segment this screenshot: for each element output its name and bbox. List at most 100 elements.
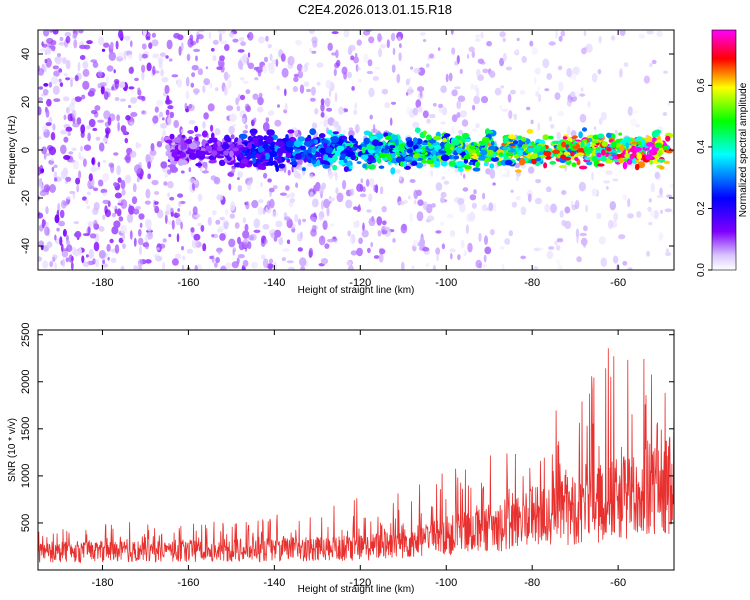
heatmap-cell [228,238,236,248]
heatmap-cell [625,142,630,150]
snr-x-tick-label: -180 [91,577,113,589]
heatmap-cell [374,66,381,70]
heatmap-cell [365,178,370,187]
heatmap-cell [152,65,156,76]
figure-title: C2E4.2026.013.01.15.R18 [298,2,452,17]
heatmap-cell [583,225,588,232]
heatmap-cell [117,177,122,183]
heatmap-cell [318,147,327,154]
heatmap-cell [456,100,462,110]
heatmap-cell [627,198,631,208]
heatmap-cell [356,39,362,46]
heatmap-cell [372,139,380,147]
heatmap-cell [526,106,531,111]
heatmap-cell [438,150,447,154]
heatmap-cell [638,136,643,141]
heatmap-cell [88,248,95,259]
heatmap-cell [412,137,418,144]
heatmap-cell [141,53,148,59]
heatmap-cell [181,246,184,251]
heatmap-cell [208,159,217,164]
heatmap-cell [167,116,172,126]
heatmap-cell [252,93,259,100]
heatmap-cell [557,110,565,117]
heatmap-cell [456,55,460,64]
heatmap-cell [53,171,58,180]
heatmap-cell [450,30,454,35]
heatmap-cell [627,106,633,116]
heatmap-cell [422,39,427,42]
heatmap-cell [205,145,213,152]
heatmap-cell [486,130,494,134]
heatmap-cell [125,153,131,164]
heatmap-cell [211,233,219,239]
heatmap-cell [74,96,82,102]
heatmap-cell [601,141,609,147]
heatmap-cell [61,57,67,64]
heatmap-cell [331,31,339,35]
heatmap-cell [395,169,401,174]
heatmap-cell [630,145,637,153]
heatmap-cell [152,115,159,124]
heatmap-cell [141,70,145,81]
heatmap-cell [225,137,232,143]
heatmap-cell [357,78,363,83]
heatmap-cell [422,201,428,211]
heatmap-cell [338,106,344,115]
heatmap-cell [660,209,663,214]
heatmap-cell [343,166,349,173]
heatmap-cell [59,82,64,87]
heatmap-cell [561,141,567,148]
heatmap-cell [411,265,415,270]
heatmap-cell [258,36,265,44]
heatmap-cell [426,159,434,165]
snr-y-tick-label: 500 [20,514,32,532]
heatmap-cell [284,88,287,97]
heatmap-cell [342,179,347,190]
heatmap-cell [478,232,482,242]
heatmap-cell [450,253,453,260]
heatmap-cell [311,224,317,233]
heatmap-cell [42,88,49,96]
heatmap-cell [176,233,180,243]
heatmap-cell [244,243,248,252]
heatmap-cell [264,152,270,160]
heatmap-cell [467,242,473,253]
heatmap-cell [223,86,228,96]
heatmap-cell [394,151,400,155]
heatmap-cell [426,118,431,124]
heatmap-cell [657,149,663,157]
heatmap-cell [320,111,325,118]
heatmap-cell [87,221,94,227]
heatmap-cell [230,201,236,212]
heatmap-cell [263,56,269,63]
heatmap-cell [273,261,278,270]
heatmap-cell [99,82,108,87]
heatmap-cell [412,153,421,159]
heatmap-cell [205,66,209,70]
heatmap-cell [65,126,73,132]
heatmap-cell [254,77,259,81]
heatmap-cell [474,161,481,168]
heatmap-cell [144,241,149,250]
spectrogram-x-tick-label: -60 [610,277,626,289]
heatmap-cell [135,141,140,149]
heatmap-cell [210,175,217,181]
heatmap-cell [279,192,288,196]
heatmap-cell [535,179,542,184]
heatmap-cell [215,257,220,264]
heatmap-cell [360,184,363,192]
heatmap-cell [659,165,665,170]
heatmap-cell [441,106,448,116]
heatmap-cell [89,233,97,239]
heatmap-cell [208,155,215,160]
heatmap-cell [122,243,126,250]
heatmap-cell [68,151,74,155]
heatmap-cell [606,146,612,152]
heatmap-cell [210,47,215,52]
heatmap-cell [193,48,201,53]
heatmap-cell [422,110,429,119]
heatmap-cell [241,117,246,124]
heatmap-cell [194,264,198,270]
